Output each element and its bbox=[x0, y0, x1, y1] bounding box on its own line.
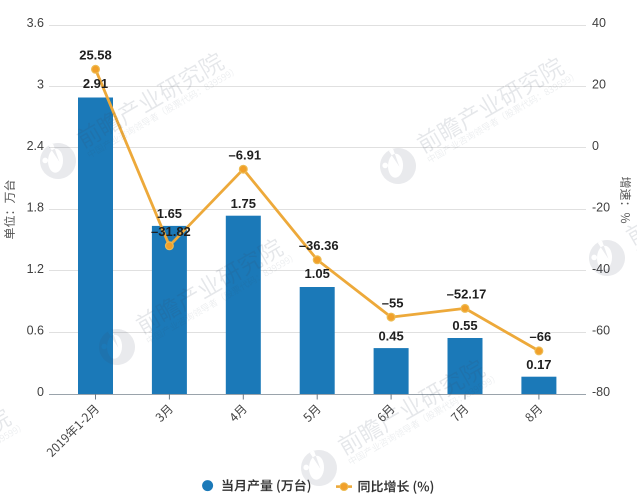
svg-text:40: 40 bbox=[592, 16, 606, 30]
svg-text:–6.91: –6.91 bbox=[229, 147, 262, 162]
svg-text:2.4: 2.4 bbox=[27, 139, 44, 153]
svg-text:0.6: 0.6 bbox=[27, 324, 44, 338]
svg-text:3: 3 bbox=[37, 78, 44, 92]
svg-text:2.91: 2.91 bbox=[83, 76, 108, 91]
svg-text:1.2: 1.2 bbox=[27, 262, 44, 276]
svg-text:–66: –66 bbox=[530, 329, 552, 344]
svg-text:–55: –55 bbox=[382, 295, 404, 310]
svg-text:20: 20 bbox=[592, 78, 606, 92]
svg-text:0.55: 0.55 bbox=[452, 318, 477, 333]
svg-text:0: 0 bbox=[37, 385, 44, 399]
svg-text:-80: -80 bbox=[592, 385, 610, 399]
svg-text:1.65: 1.65 bbox=[157, 206, 182, 221]
svg-text:–31.82: –31.82 bbox=[151, 224, 191, 239]
svg-text:–36.36: –36.36 bbox=[299, 238, 339, 253]
svg-text:25.58: 25.58 bbox=[79, 48, 112, 63]
svg-text:3.6: 3.6 bbox=[27, 16, 44, 30]
svg-text:-20: -20 bbox=[592, 201, 610, 215]
svg-text:–52.17: –52.17 bbox=[447, 287, 487, 302]
svg-text:0.17: 0.17 bbox=[526, 357, 551, 372]
svg-text:0.45: 0.45 bbox=[378, 328, 403, 343]
svg-text:-60: -60 bbox=[592, 324, 610, 338]
svg-text:1.75: 1.75 bbox=[231, 196, 256, 211]
svg-text:1.05: 1.05 bbox=[305, 266, 330, 281]
svg-text:0: 0 bbox=[592, 139, 599, 153]
svg-text:1.8: 1.8 bbox=[27, 201, 44, 215]
